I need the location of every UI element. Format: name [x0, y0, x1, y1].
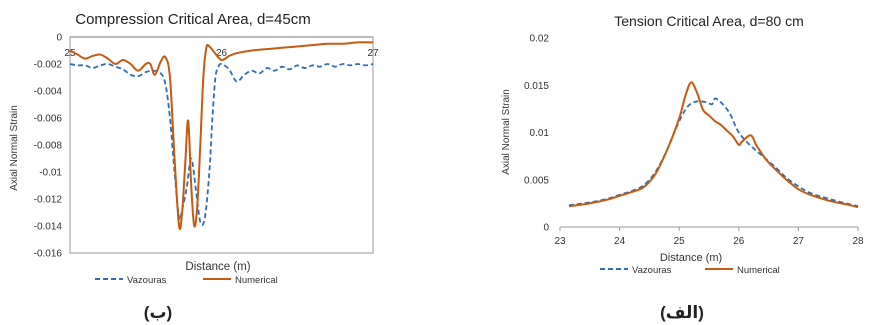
chart-title: Compression Critical Area, d=45cm [75, 11, 311, 28]
legend-label-vazouras: Vazouras [127, 275, 167, 286]
y-tick-label: 0.01 [530, 128, 550, 139]
compression-chart: Compression Critical Area, d=45cm Axial … [9, 11, 379, 322]
x-tick-label: 23 [554, 236, 566, 247]
y-tick-label: 0 [56, 33, 62, 44]
x-axis-label: Distance (m) [185, 261, 250, 273]
legend-label-vazouras: Vazouras [632, 265, 672, 276]
x-tick-label: 25 [64, 48, 76, 59]
x-tick-label: 24 [614, 236, 626, 247]
x-tick-label: 26 [733, 236, 745, 247]
y-tick-label: 0 [543, 223, 549, 234]
x-tick-label: 25 [674, 236, 686, 247]
y-tick-label: -0.006 [34, 114, 63, 125]
legend-label-numerical: Numerical [235, 275, 278, 286]
y-tick-label: -0.002 [34, 60, 63, 71]
series-line-numerical [69, 41, 374, 231]
series-line-vazouras [568, 97, 859, 208]
x-tick-label: 28 [852, 236, 864, 247]
panel-label: (الف) [660, 303, 704, 322]
plot-border [69, 36, 374, 254]
y-axis-label: Axial Normal Strain [501, 89, 512, 175]
x-tick-label: 27 [793, 236, 805, 247]
x-axis-label: Distance (m) [660, 252, 722, 264]
y-tick-label: -0.004 [34, 87, 63, 98]
y-tick-label: 0.005 [524, 175, 549, 186]
x-tick-label: 26 [216, 48, 228, 59]
y-tick-label: 0.02 [530, 34, 550, 45]
x-tick-label: 27 [367, 48, 379, 59]
series-line-numerical [568, 81, 859, 209]
y-tick-label: -0.012 [34, 195, 63, 206]
y-tick-label: -0.008 [34, 141, 63, 152]
y-tick-label: 0.015 [524, 81, 549, 92]
y-tick-label: -0.016 [34, 249, 63, 260]
tension-chart: Tension Critical Area, d=80 cm Axial Nor… [501, 13, 864, 322]
y-tick-label: -0.01 [39, 168, 62, 179]
y-axis-label: Axial Normal Strain [9, 105, 20, 191]
series-line-vazouras [69, 62, 374, 226]
legend-label-numerical: Numerical [737, 265, 780, 276]
chart-title: Tension Critical Area, d=80 cm [614, 13, 803, 29]
panel-label: (ب) [144, 303, 172, 322]
y-tick-label: -0.014 [34, 222, 63, 233]
